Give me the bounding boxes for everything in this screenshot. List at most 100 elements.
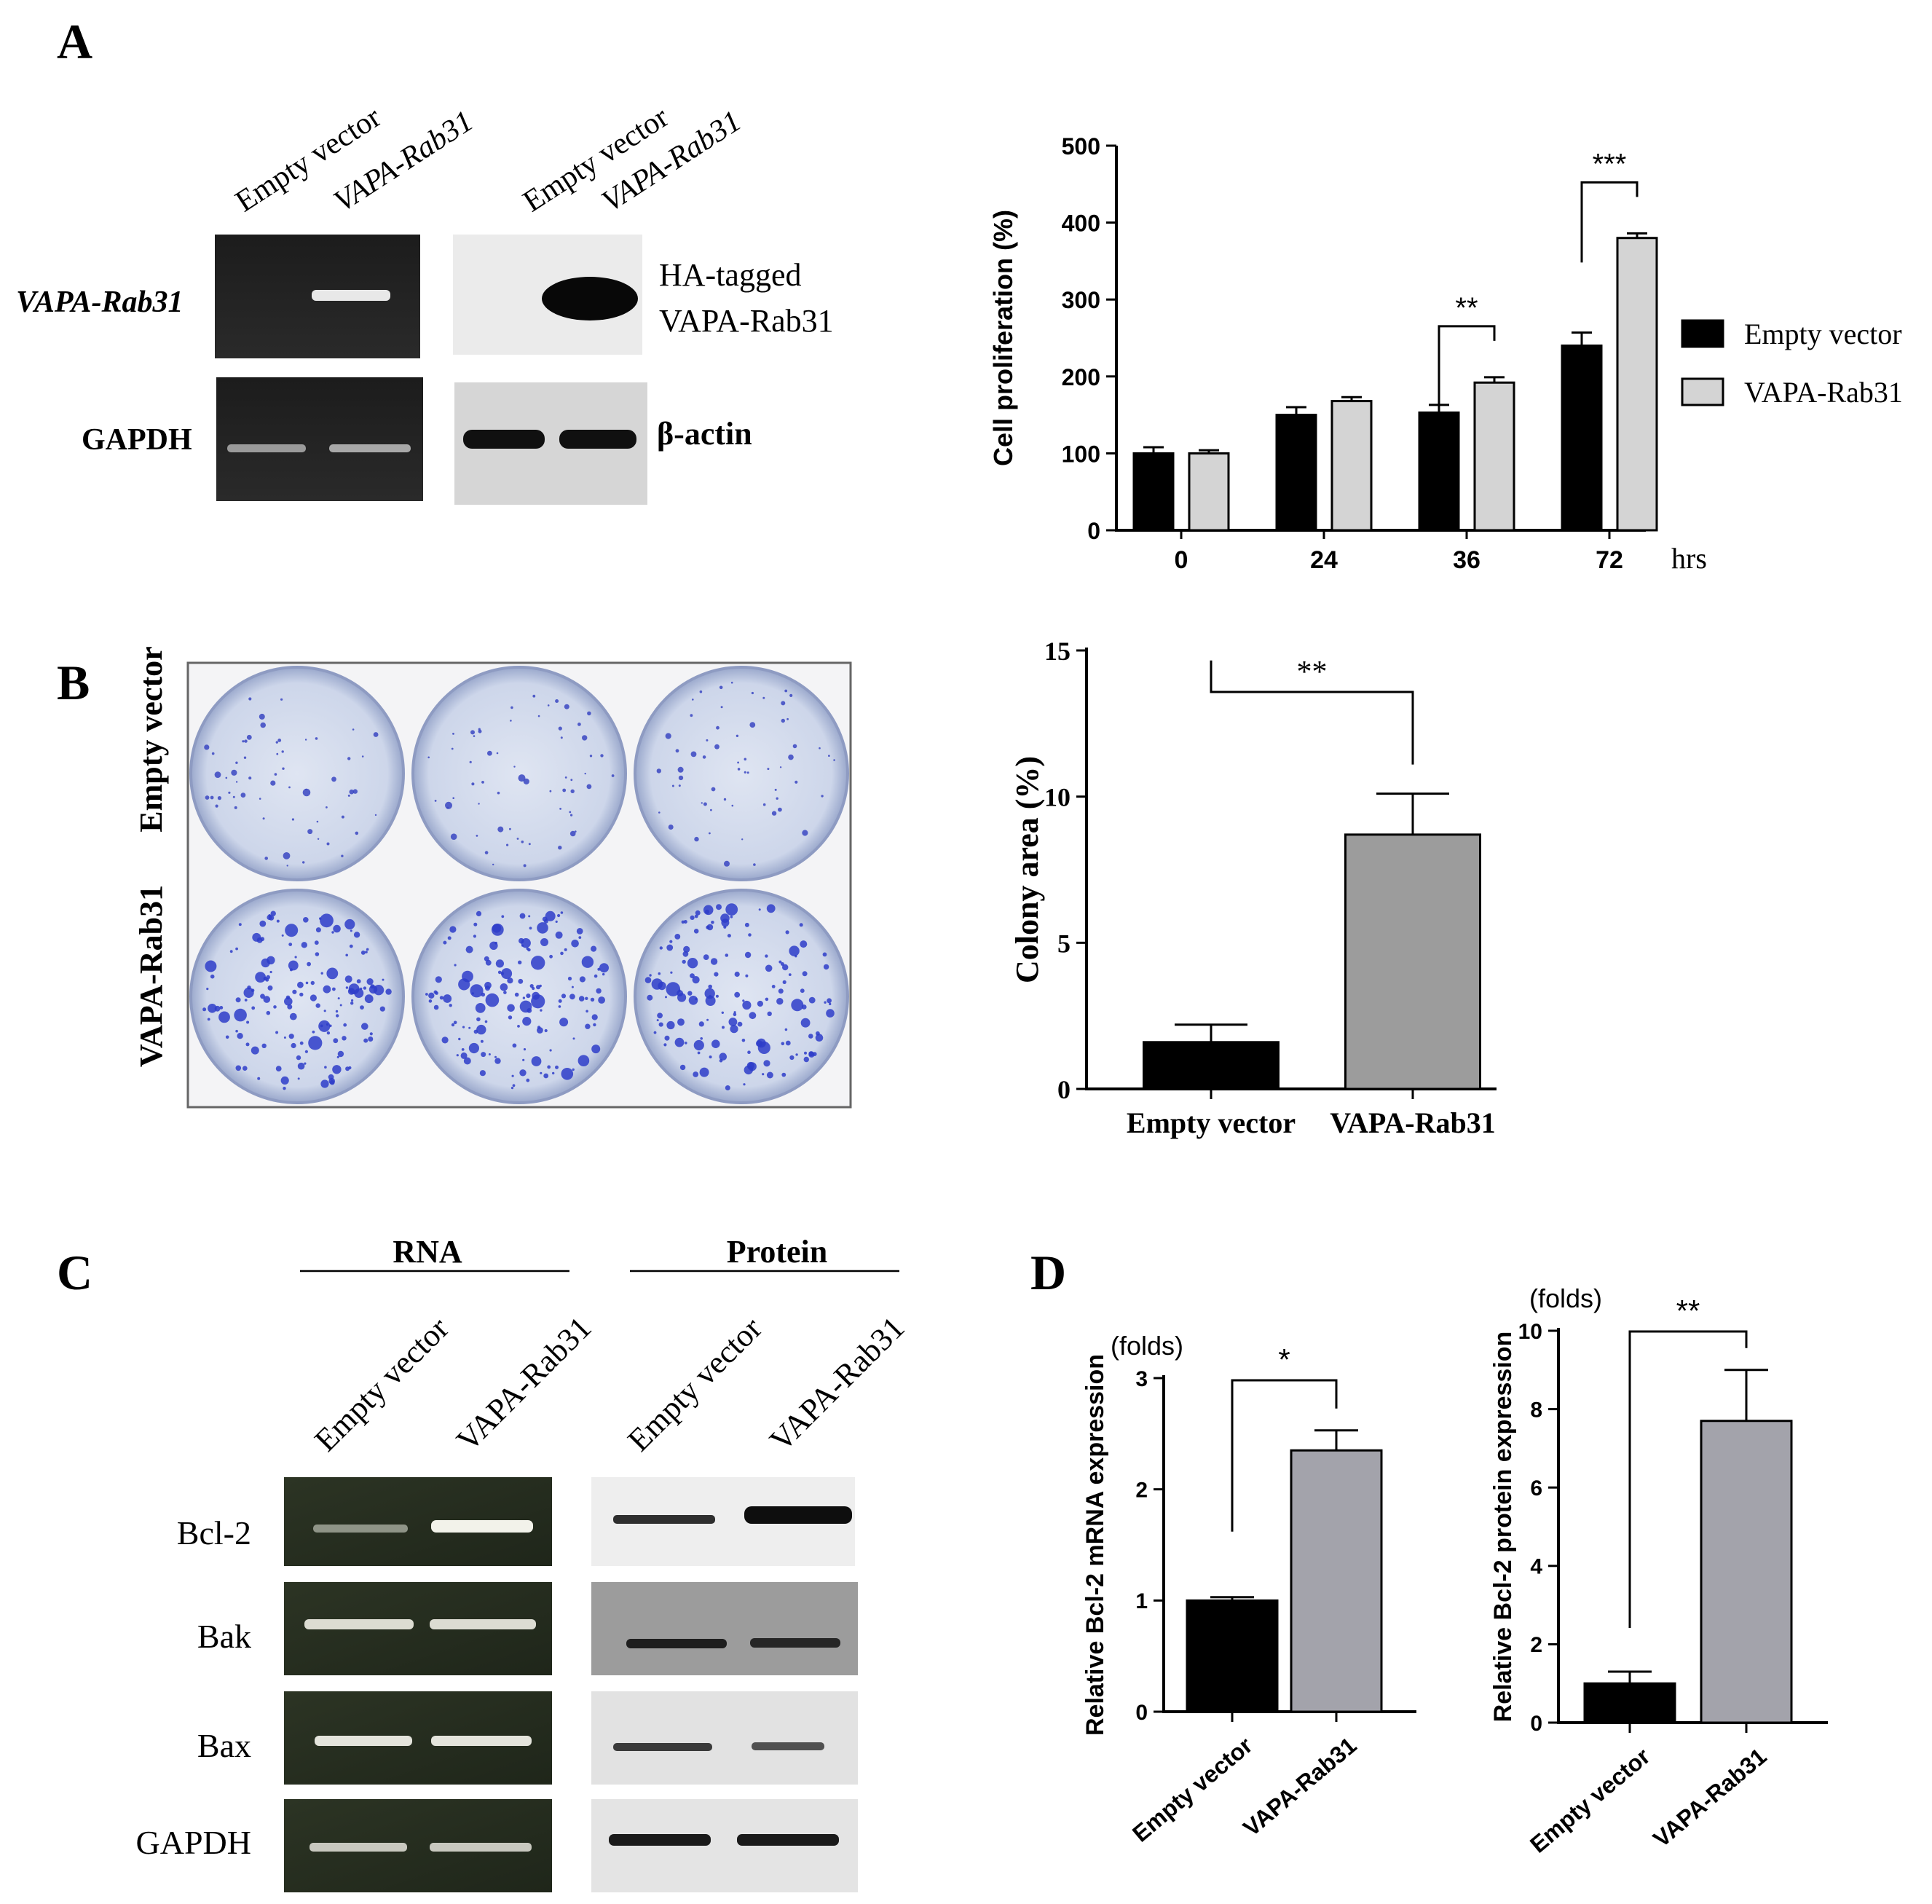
- colony: [600, 754, 604, 758]
- colony: [762, 803, 766, 806]
- colony: [679, 1064, 686, 1071]
- y-tick-label: 400: [1062, 211, 1100, 237]
- colony: [307, 961, 311, 967]
- colony: [355, 831, 359, 835]
- colony: [710, 958, 718, 965]
- colony: [443, 994, 452, 1003]
- chart-colony-area: 0 5 10 15 Colony area (%) Empty vector VAPA-Ra…: [1009, 637, 1497, 1139]
- colony: [702, 755, 706, 759]
- colony: [323, 985, 331, 994]
- colony: [337, 997, 340, 1000]
- colony: [259, 920, 267, 927]
- colony: [531, 994, 545, 1009]
- colony: [275, 741, 278, 744]
- colony: [297, 1062, 305, 1070]
- colony: [328, 1077, 336, 1085]
- colony: [257, 1077, 261, 1080]
- colony: [360, 987, 363, 991]
- colony: [730, 916, 733, 918]
- colony: [663, 1043, 667, 1047]
- colony: [597, 967, 601, 971]
- colony: [528, 915, 531, 918]
- colony: [789, 945, 800, 956]
- colony: [799, 923, 803, 927]
- colony: [526, 1078, 530, 1082]
- colony: [593, 1023, 596, 1027]
- protein-band-gapdh-1: [609, 1834, 711, 1846]
- colony: [475, 1003, 486, 1013]
- colony: [560, 911, 564, 914]
- bar-vapa-rab31: [1330, 400, 1373, 532]
- colony: [428, 992, 435, 999]
- colony: [681, 920, 685, 924]
- blot-label-actin: β-actin: [657, 416, 752, 452]
- colony: [481, 781, 484, 784]
- y-axis-label: Cell proliferation (%): [988, 210, 1018, 466]
- colony: [723, 925, 727, 929]
- colony: [519, 1069, 527, 1077]
- colony: [288, 943, 293, 946]
- colony: [742, 999, 745, 1002]
- panel-b-dishes: Empty vector VAPA-Rab31: [133, 646, 852, 1109]
- colony: [234, 1008, 247, 1022]
- colony: [594, 974, 598, 978]
- colony: [304, 1050, 308, 1053]
- colony: [260, 994, 265, 999]
- colony: [749, 1012, 757, 1020]
- colony: [480, 1039, 484, 1043]
- colony: [478, 729, 482, 733]
- colony: [737, 1021, 743, 1027]
- colony: [591, 1045, 601, 1054]
- colony: [678, 784, 681, 787]
- colony: [808, 1051, 814, 1057]
- blot-band-ha: [542, 277, 638, 320]
- colony: [228, 791, 231, 794]
- unit-label: (folds): [1529, 1283, 1602, 1313]
- colony: [598, 996, 605, 1004]
- colony: [343, 1023, 347, 1027]
- colony: [509, 827, 511, 830]
- colony: [296, 1055, 301, 1061]
- colony: [491, 924, 504, 936]
- colony: [788, 754, 794, 760]
- bar-empty-vector: [1583, 1682, 1676, 1724]
- colony: [344, 918, 355, 930]
- colony: [736, 734, 739, 737]
- colony: [342, 1036, 347, 1041]
- y-tick-label: 2: [1530, 1633, 1542, 1657]
- x-tick-label: Empty vector: [1127, 1732, 1257, 1847]
- colony: [544, 1028, 548, 1033]
- colony: [265, 977, 269, 982]
- colony: [709, 1055, 712, 1059]
- colony: [656, 1019, 659, 1022]
- colony: [485, 986, 490, 991]
- colony: [521, 944, 524, 947]
- colony: [370, 984, 375, 989]
- colony: [579, 976, 586, 983]
- colony: [299, 992, 304, 997]
- chart-cell-proliferation: 0 100 200 300 400 500 Cell proliferation (%) 0 2…: [988, 133, 1903, 575]
- gel-band-gapdh-1: [227, 444, 306, 452]
- colony: [281, 934, 284, 937]
- rna-band-bax-2: [431, 1736, 532, 1746]
- colony: [815, 1034, 824, 1042]
- row-label-gapdh-c: GAPDH: [136, 1824, 251, 1861]
- colony: [674, 934, 681, 940]
- colony: [569, 811, 572, 814]
- colony: [497, 970, 502, 975]
- colony: [347, 988, 355, 995]
- significance-label: ***: [1593, 148, 1627, 180]
- colony: [332, 987, 336, 991]
- colony: [427, 756, 430, 759]
- colony: [217, 796, 221, 800]
- colony: [496, 752, 499, 755]
- colony: [277, 739, 282, 742]
- colony: [824, 1001, 827, 1004]
- colony: [647, 994, 653, 1001]
- colony: [560, 951, 564, 956]
- colony: [451, 747, 454, 750]
- colony: [255, 972, 266, 983]
- colony: [208, 1004, 217, 1013]
- y-tick-label: 6: [1530, 1476, 1542, 1500]
- rna-lane-label-vapa: VAPA-Rab31: [449, 1310, 598, 1458]
